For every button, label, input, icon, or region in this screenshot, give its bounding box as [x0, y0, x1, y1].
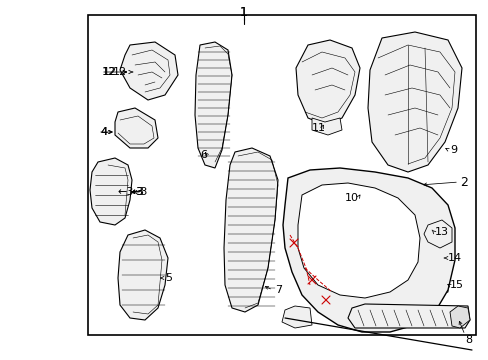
- Bar: [88, 15, 475, 335]
- Text: 8: 8: [464, 335, 471, 345]
- Circle shape: [143, 66, 152, 74]
- Polygon shape: [347, 304, 469, 328]
- Polygon shape: [90, 158, 132, 225]
- Text: 5: 5: [164, 273, 172, 283]
- Polygon shape: [423, 220, 451, 248]
- Text: 7: 7: [274, 285, 282, 295]
- Polygon shape: [195, 42, 231, 168]
- Polygon shape: [297, 183, 419, 298]
- Text: 13: 13: [434, 227, 448, 237]
- Polygon shape: [115, 108, 158, 148]
- Text: 2: 2: [459, 176, 467, 189]
- Polygon shape: [449, 306, 469, 328]
- Text: 12: 12: [103, 67, 117, 77]
- Text: 3: 3: [136, 187, 142, 197]
- Polygon shape: [311, 118, 341, 135]
- Text: 10: 10: [345, 193, 358, 203]
- Text: 14: 14: [447, 253, 461, 263]
- Polygon shape: [224, 148, 278, 312]
- Polygon shape: [295, 40, 359, 125]
- Text: 12: 12: [113, 67, 127, 77]
- Text: 11: 11: [311, 123, 325, 133]
- Polygon shape: [354, 172, 387, 210]
- Text: 15: 15: [449, 280, 463, 290]
- Text: 3: 3: [135, 187, 142, 197]
- Polygon shape: [401, 218, 433, 242]
- Text: 12: 12: [102, 67, 116, 77]
- Polygon shape: [411, 276, 447, 295]
- Text: 4: 4: [100, 127, 107, 137]
- Text: 1: 1: [240, 5, 247, 18]
- Text: 9: 9: [449, 145, 456, 155]
- Text: 1: 1: [240, 5, 247, 18]
- Polygon shape: [120, 42, 178, 100]
- Polygon shape: [367, 32, 461, 172]
- Text: ←3: ←3: [118, 187, 134, 197]
- Polygon shape: [404, 245, 445, 272]
- Text: ←3: ←3: [132, 187, 148, 197]
- Text: 4: 4: [100, 127, 107, 137]
- Polygon shape: [118, 230, 168, 320]
- Polygon shape: [283, 168, 454, 332]
- Polygon shape: [282, 306, 311, 328]
- Text: 6: 6: [200, 150, 206, 160]
